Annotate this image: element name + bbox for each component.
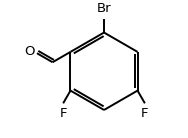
Text: Br: Br bbox=[97, 2, 111, 15]
Text: O: O bbox=[24, 45, 35, 58]
Text: F: F bbox=[59, 107, 67, 120]
Text: F: F bbox=[141, 107, 149, 120]
